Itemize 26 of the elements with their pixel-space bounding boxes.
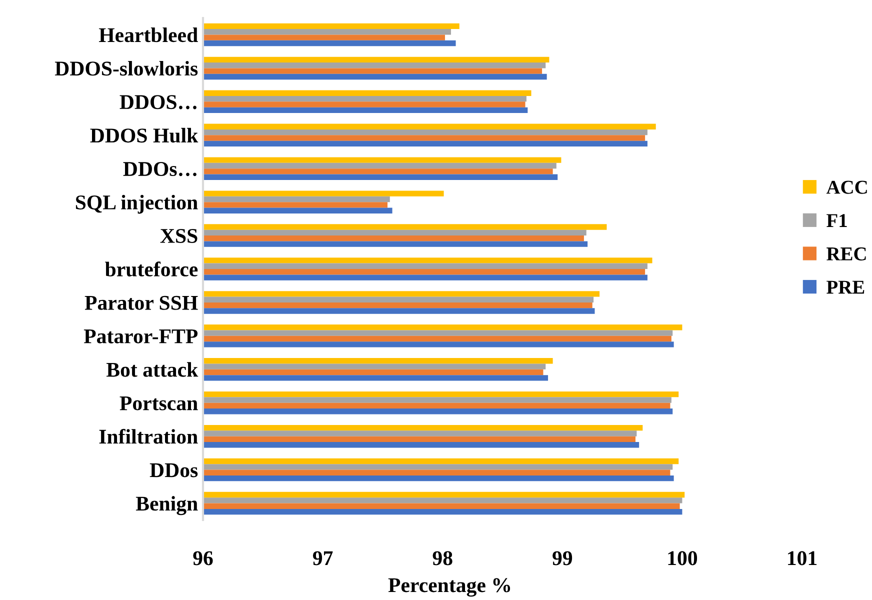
- y-tick-label: DDOS Hulk: [90, 128, 198, 143]
- legend-label: REC: [826, 247, 866, 260]
- y-tick-label: DDOs…: [123, 162, 196, 176]
- x-tick-label: 98: [432, 551, 452, 566]
- y-tick-label: XSS: [160, 228, 198, 243]
- x-tick-label: 100: [668, 551, 698, 566]
- legend-label: PRE: [826, 280, 864, 294]
- y-tick-label: DDOS…: [120, 95, 196, 110]
- x-axis-title: Percentage %: [388, 578, 510, 597]
- y-tick-label: Heartbleed: [98, 28, 198, 42]
- legend-label: ACC: [826, 180, 867, 194]
- x-tick-label: 101: [788, 551, 817, 566]
- y-tick-label: DDos: [150, 463, 198, 478]
- y-tick-label: Benign: [136, 496, 198, 516]
- x-tick-label: 99: [552, 551, 572, 566]
- y-tick-label: bruteforce: [105, 262, 198, 276]
- x-tick-label: 97: [312, 551, 333, 566]
- legend-label: F1: [826, 214, 847, 227]
- y-tick-label: Pataror-FTP: [84, 330, 198, 344]
- y-tick-label: Infiltration: [99, 428, 198, 444]
- y-tick-label: SQL injection: [76, 194, 198, 214]
- y-tick-label: DDOS-slowloris: [54, 60, 198, 76]
- x-tick-label: 96: [193, 551, 213, 566]
- y-tick-label: Bot attack: [106, 362, 198, 377]
- y-tick-label: Portscan: [120, 396, 198, 410]
- y-tick-label: Parator SSH: [84, 296, 198, 310]
